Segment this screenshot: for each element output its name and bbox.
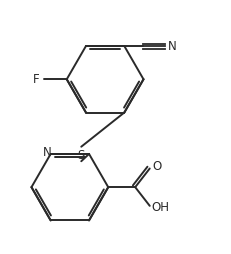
Text: N: N bbox=[168, 40, 177, 53]
Text: O: O bbox=[152, 160, 162, 173]
Text: F: F bbox=[33, 73, 40, 86]
Text: OH: OH bbox=[152, 201, 170, 214]
Text: S: S bbox=[78, 149, 85, 162]
Text: N: N bbox=[43, 146, 51, 160]
